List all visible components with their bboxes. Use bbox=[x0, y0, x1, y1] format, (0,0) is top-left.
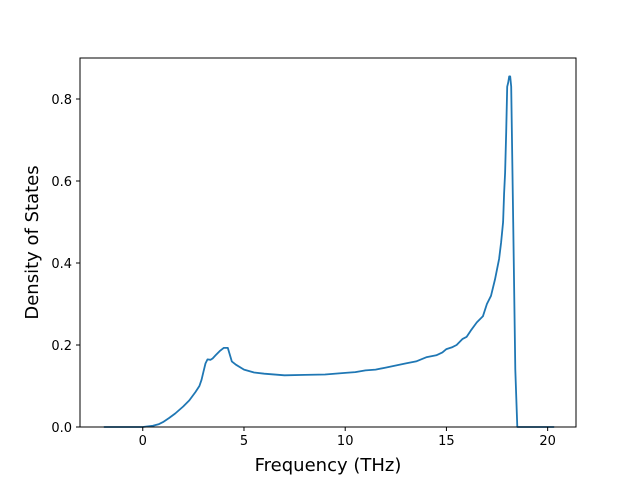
y-tick-label: 0.2 bbox=[51, 339, 72, 354]
plot-area bbox=[103, 75, 555, 428]
x-tick-label: 5 bbox=[240, 434, 248, 449]
x-tick-label: 20 bbox=[539, 434, 556, 449]
y-tick-label: 0.6 bbox=[51, 175, 72, 190]
y-tick-label: 0.8 bbox=[51, 93, 72, 108]
x-tick-label: 0 bbox=[139, 434, 147, 449]
y-axis-label: Density of States bbox=[22, 165, 43, 319]
x-tick-label: 15 bbox=[438, 434, 455, 449]
x-tick-label: 10 bbox=[337, 434, 354, 449]
axes-frame bbox=[79, 57, 577, 428]
y-tick-label: 0.0 bbox=[51, 421, 72, 436]
y-axis-ticks: 0.0 0.2 0.4 0.6 0.8 bbox=[51, 93, 80, 436]
dos-curve bbox=[103, 75, 555, 428]
x-axis-label: Frequency (THz) bbox=[255, 455, 402, 476]
y-tick-label: 0.4 bbox=[51, 257, 72, 272]
x-axis-ticks: 0 5 10 15 20 bbox=[139, 427, 556, 449]
